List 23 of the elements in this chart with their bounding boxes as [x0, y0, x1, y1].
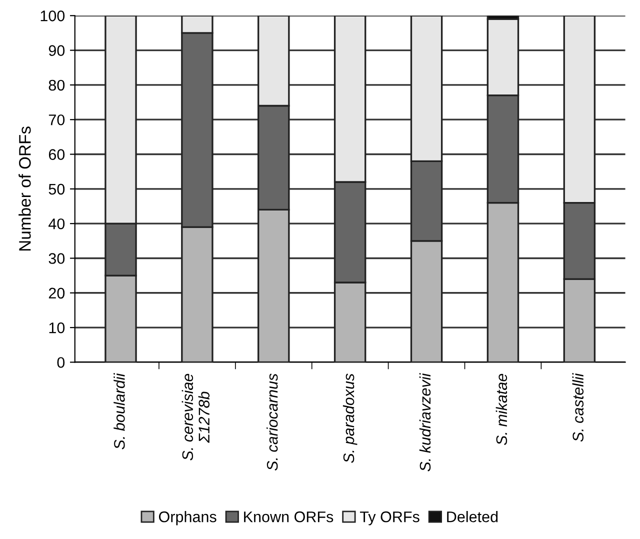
y-tick-label: 30 — [48, 253, 65, 264]
x-tick-label: S. boulardii — [114, 372, 125, 450]
y-tick-label: 40 — [48, 218, 65, 230]
x-tick-label: S. castellii — [572, 372, 584, 442]
y-tick-label: 20 — [48, 288, 65, 299]
x-tick-label: S. kudriavzevii — [419, 372, 431, 472]
x-tick-label: S. mikatae — [496, 374, 508, 446]
y-tick-label: 80 — [48, 80, 65, 91]
legend-label: Known ORFs — [244, 511, 334, 522]
y-tick-label: 60 — [48, 149, 65, 160]
y-tick-label: 70 — [48, 114, 65, 126]
x-tick-label: S. cerevisiae Σ1278b — [182, 374, 210, 460]
y-tick-label: 0 — [57, 357, 65, 368]
y-tick-label: 100 — [40, 10, 65, 22]
legend-label: Deleted — [447, 511, 498, 522]
y-tick-label: 50 — [48, 184, 65, 195]
y-tick-label: 90 — [48, 45, 65, 56]
x-tick-label: S. cariocarnus — [266, 374, 278, 471]
legend-label: Orphans — [158, 511, 216, 526]
x-tick-label: S. paradoxus — [342, 374, 358, 463]
y-tick-label: 10 — [49, 322, 65, 334]
y-axis-title: Number of ORFs — [18, 126, 31, 251]
legend-label: Ty ORFs — [360, 511, 420, 526]
